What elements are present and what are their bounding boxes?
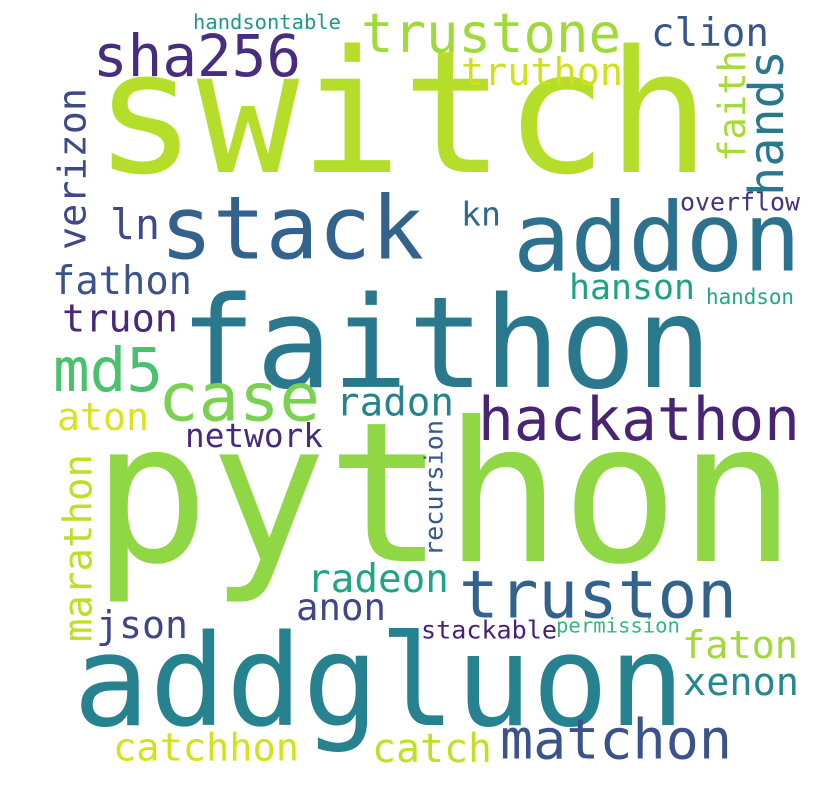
- word-verizon: verizon: [51, 88, 96, 250]
- word-clion: clion: [651, 11, 769, 56]
- word-trustone: trustone: [361, 2, 621, 65]
- word-addgluon: addgluon: [73, 607, 685, 755]
- word-python: python: [92, 380, 796, 607]
- word-sha256: sha256: [93, 23, 301, 90]
- word-hanson: hanson: [569, 268, 695, 308]
- word-hackathon: hackathon: [478, 386, 800, 455]
- word-handsontable: handsontable: [193, 10, 341, 34]
- word-radon: radon: [336, 381, 454, 426]
- word-truthon: truthon: [461, 50, 623, 95]
- word-radeon: radeon: [307, 557, 449, 602]
- word-ln: ln: [110, 200, 160, 249]
- word-truston: truston: [459, 557, 737, 634]
- word-anon: anon: [296, 585, 386, 629]
- word-stack: stack: [160, 177, 424, 279]
- word-xenon: xenon: [683, 660, 799, 705]
- word-hands: hands: [739, 50, 795, 196]
- word-catch: catch: [372, 726, 492, 772]
- word-addon: addon: [513, 181, 801, 293]
- word-fathon: fathon: [52, 259, 192, 304]
- word-switch: switch: [94, 15, 710, 213]
- word-faithon: faithon: [180, 270, 712, 417]
- word-matchon: matchon: [500, 707, 732, 771]
- word-permission: permission: [556, 614, 680, 638]
- word-recursion: recursion: [420, 420, 449, 556]
- word-aton: aton: [57, 396, 149, 440]
- word-handson: handson: [706, 285, 794, 309]
- word-overflow: overflow: [680, 188, 800, 217]
- word-faith: faith: [710, 50, 754, 162]
- word-kn: kn: [461, 194, 501, 233]
- word-network: network: [185, 417, 323, 455]
- word-json: json: [96, 604, 188, 648]
- word-stackable: stackable: [421, 616, 557, 645]
- word-case: case: [158, 358, 320, 436]
- word-md5: md5: [53, 335, 163, 406]
- word-faton: faton: [682, 623, 798, 668]
- word-truon: truon: [62, 296, 178, 341]
- word-marathon: marathon: [56, 454, 101, 642]
- word-catchhon: catchhon: [113, 726, 299, 771]
